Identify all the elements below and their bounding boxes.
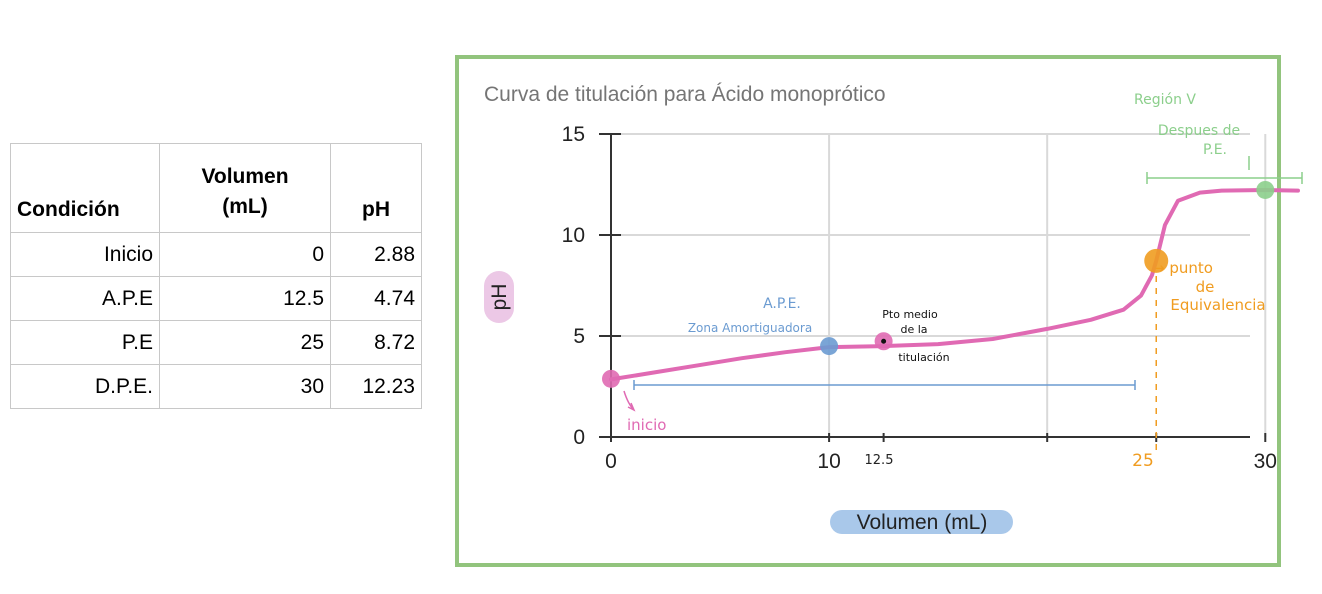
table-row: A.P.E 12.5 4.74 — [10, 276, 422, 321]
midpoint-dot — [881, 338, 887, 344]
titration-curve — [609, 188, 1300, 382]
ylabel-highlight — [484, 271, 514, 323]
y-tick-label: 5 — [573, 325, 585, 348]
annotation-region-3: P.E. — [1203, 142, 1227, 158]
table-header-row: Condición Volumen (mL) pH — [10, 143, 422, 233]
table-row: D.P.E. 30 12.23 — [10, 364, 422, 409]
header-ph: pH — [330, 143, 422, 233]
annotation-region-1: Región V — [1134, 92, 1196, 108]
inicio-arrow — [623, 390, 636, 412]
data-point — [820, 337, 839, 356]
data-point — [1144, 248, 1169, 273]
cell-condition: P.E — [10, 320, 160, 365]
header-volume-line1: Volumen — [201, 165, 289, 188]
y-tick-label: 0 — [573, 426, 585, 449]
data-point — [1256, 180, 1275, 199]
xlabel-highlight — [830, 510, 1013, 534]
annotation-midpoint-2: de la — [900, 323, 927, 336]
header-condition: Condición — [10, 143, 160, 233]
annotation-midpoint-3: titulación — [898, 351, 949, 364]
annotation-midpoint-1: Pto medio — [882, 308, 938, 321]
x-tick-label: 30 — [1254, 450, 1277, 473]
annotation-pe-2: de — [1196, 278, 1215, 296]
annotation-x-12-5: 12.5 — [865, 453, 894, 468]
cell-ph: 2.88 — [330, 232, 422, 277]
annotation-inicio: inicio — [627, 416, 666, 434]
table-row: P.E 25 8.72 — [10, 320, 422, 365]
data-point — [602, 369, 620, 388]
y-axis-label: pH — [488, 284, 511, 311]
x-tick-label: 0 — [605, 450, 617, 473]
cell-condition: A.P.E — [10, 276, 160, 321]
cell-condition: D.P.E. — [10, 364, 160, 409]
y-tick-label: 10 — [562, 224, 585, 247]
cell-volume: 30 — [159, 364, 331, 409]
chart-title: Curva de titulación para Ácido monopróti… — [484, 83, 886, 106]
annotation-pe-3: Equivalencia — [1170, 296, 1265, 314]
annotation-ape-zone: Zona Amortiguadora — [688, 321, 812, 335]
cell-ph: 8.72 — [330, 320, 422, 365]
data-table: Condición Volumen (mL) pH Inicio 0 2.88 … — [10, 143, 422, 409]
header-volume-line2: (mL) — [222, 195, 268, 218]
cell-ph: 12.23 — [330, 364, 422, 409]
table-row: Inicio 0 2.88 — [10, 232, 422, 277]
cell-condition: Inicio — [10, 232, 160, 277]
y-tick-label: 15 — [562, 123, 585, 146]
annotation-region-2: Despues de — [1158, 123, 1240, 139]
annotation-ape-title: A.P.E. — [763, 296, 801, 312]
annotation-x-25: 25 — [1132, 451, 1154, 471]
x-tick-label: 10 — [817, 450, 840, 473]
cell-ph: 4.74 — [330, 276, 422, 321]
cell-volume: 0 — [159, 232, 331, 277]
cell-volume: 12.5 — [159, 276, 331, 321]
header-volume: Volumen (mL) — [159, 143, 331, 233]
x-axis-label: Volumen (mL) — [857, 511, 988, 534]
chart-frame — [455, 55, 1281, 567]
